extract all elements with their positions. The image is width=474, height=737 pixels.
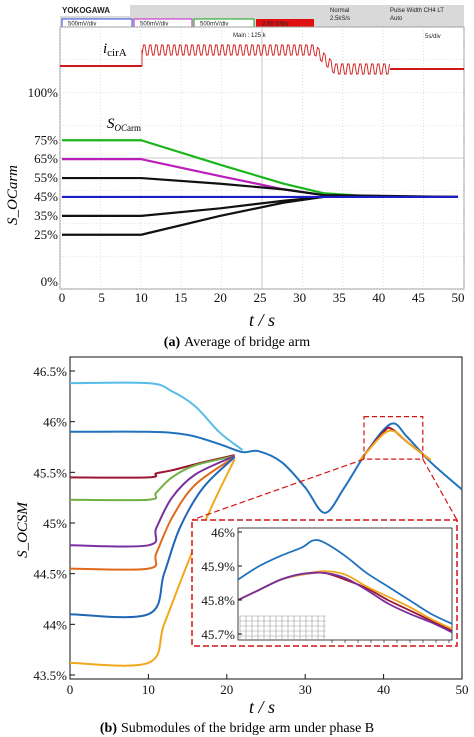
inset-line-3 xyxy=(237,571,453,634)
y-tick-b-4: 45.5% xyxy=(33,465,67,480)
x-tick-a-0: 0 xyxy=(59,290,66,305)
channel-4-label: 2.00 V/div xyxy=(262,22,289,28)
x-tick-a-4: 20 xyxy=(214,290,227,305)
y-tick-a-7: 100% xyxy=(28,85,59,100)
series-b-line-0 xyxy=(69,381,244,451)
caption-a: (a) Average of bridge arm xyxy=(164,335,311,350)
soc-arm-label: SOCarm xyxy=(107,116,141,133)
scope-brand: YOKOGAWA xyxy=(62,6,110,15)
inset-grid-marker xyxy=(239,615,450,643)
channel-4-box xyxy=(256,19,314,27)
y-tick-a-0: 0% xyxy=(41,274,59,289)
scope-mode: Normal xyxy=(330,8,349,14)
series-b-line-1 xyxy=(69,422,463,514)
submodule-series xyxy=(69,381,463,667)
x-tick-a-9: 45 xyxy=(412,290,425,305)
y-tick-labels-b: 43.5% 44% 44.5% 45% 45.5% 46% 46.5% xyxy=(33,364,75,683)
x-tick-a-1: 5 xyxy=(98,290,105,305)
x-tick-labels-a: 0 5 10 15 20 25 30 35 40 45 50 xyxy=(59,290,465,305)
inset-y-tick-0: 45.7% xyxy=(201,627,235,642)
y-tick-a-4: 55% xyxy=(34,170,58,185)
series-a-line-2 xyxy=(62,176,459,199)
scope-trigger: Pulse Width CH4 LT xyxy=(390,8,444,14)
y-axis-label-a: S_OCarm xyxy=(5,165,21,225)
x-axis-label-b: t / s xyxy=(249,697,275,717)
y-axis-label-b: S_OCSM xyxy=(15,501,31,558)
inset-y-tick-1: 45.8% xyxy=(201,593,235,608)
scope-rate: 2.5kS/s xyxy=(330,16,350,22)
x-tick-b-1: 10 xyxy=(142,682,155,697)
inset-y-tick-3: 46% xyxy=(211,525,235,540)
scope-main-label: Main : 125 k xyxy=(233,33,267,39)
series-b-line-3 xyxy=(69,455,235,502)
inset-line-0 xyxy=(237,539,453,625)
inset-plot-area xyxy=(237,527,453,641)
y-tick-b-2: 44.5% xyxy=(33,567,67,582)
scope-brand-box xyxy=(60,5,130,16)
series-b-line-9 xyxy=(359,429,432,461)
series-b-line-6 xyxy=(69,456,236,619)
x-tick-a-10: 50 xyxy=(452,290,465,305)
x-tick-a-3: 15 xyxy=(174,290,187,305)
zoom-guide-left xyxy=(191,458,365,521)
caption-b: (b) Submodules of the bridge arm under ph… xyxy=(100,721,374,736)
scope-timebase: 5s/div xyxy=(425,34,441,40)
x-tick-a-6: 30 xyxy=(293,290,306,305)
channel-2-label: 500mV/div xyxy=(140,22,168,28)
y-tick-a-5: 65% xyxy=(34,151,58,166)
channel-1-label: 500mV/div xyxy=(68,22,96,28)
x-tick-b-2: 20 xyxy=(220,682,233,697)
zoom-guide-lines xyxy=(191,458,458,521)
x-tick-b-3: 30 xyxy=(299,682,312,697)
y-tick-b-6: 46.5% xyxy=(33,364,67,379)
inset-y-tick-2: 45.9% xyxy=(201,559,235,574)
y-tick-labels-a: 0% 25% 35% 45% 55% 65% 75% 100% xyxy=(28,85,59,289)
y-tick-b-5: 46% xyxy=(43,415,67,430)
scope-grid xyxy=(59,26,465,290)
soc-arm-series xyxy=(62,139,459,236)
x-tick-a-2: 10 xyxy=(135,290,148,305)
panel-a: YOKOGAWA Normal 2.5kS/s Pulse Width CH4 … xyxy=(5,5,465,350)
y-tick-a-6: 75% xyxy=(34,132,58,147)
series-b-line-4 xyxy=(69,455,236,548)
y-tick-a-1: 25% xyxy=(34,227,58,242)
icir-ripple-trace xyxy=(141,44,390,75)
series-b-line-7 xyxy=(69,458,236,667)
y-tick-b-0: 43.5% xyxy=(33,668,67,683)
x-tick-a-5: 25 xyxy=(254,290,267,305)
inset-y-tick-labels: 45.7% 45.8% 45.9% 46% xyxy=(201,525,242,642)
x-tick-a-8: 40 xyxy=(372,290,385,305)
series-b-line-5 xyxy=(69,456,236,571)
icir-label: icirA xyxy=(103,41,127,59)
x-tick-a-7: 35 xyxy=(333,290,346,305)
x-tick-b-0: 0 xyxy=(67,682,74,697)
channel-3-label: 500mV/div xyxy=(200,22,228,28)
zoom-guide-right xyxy=(422,458,458,521)
y-tick-a-2: 35% xyxy=(34,208,58,223)
panel-b: 45.7% 45.8% 45.9% 46% 43.5% 44% 44.5% 45% 45.5%… xyxy=(15,356,469,736)
y-tick-b-1: 44% xyxy=(43,617,67,632)
y-tick-b-3: 45% xyxy=(43,516,67,531)
inset-series xyxy=(237,539,453,634)
y-tick-a-3: 45% xyxy=(34,189,58,204)
x-tick-b-5: 50 xyxy=(456,682,469,697)
scope-trigger-mode: Auto xyxy=(390,16,403,22)
x-tick-b-4: 40 xyxy=(377,682,390,697)
icir-current-trace xyxy=(60,44,464,75)
zoom-region-box xyxy=(363,416,424,460)
x-axis-label-a: t / s xyxy=(249,310,275,330)
x-tick-labels-b: 0 10 20 30 40 50 xyxy=(67,674,469,697)
